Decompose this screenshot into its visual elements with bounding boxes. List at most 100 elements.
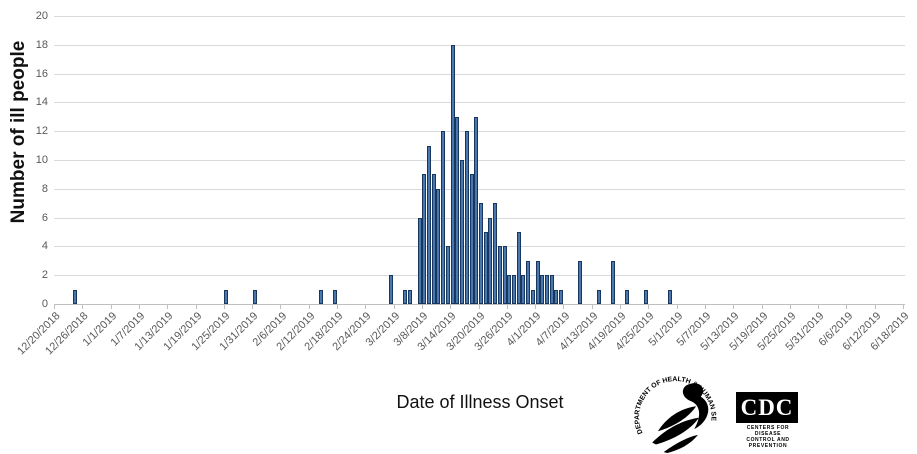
bar <box>488 217 493 304</box>
x-axis-tick <box>789 305 791 309</box>
bar <box>644 289 648 304</box>
bar <box>540 275 545 304</box>
y-tick-label: 14 <box>35 96 48 109</box>
gridline <box>54 102 905 104</box>
bar <box>578 260 582 304</box>
bar <box>493 203 498 304</box>
y-tick-label: 20 <box>35 10 48 22</box>
gridline <box>54 44 905 46</box>
bar <box>73 289 78 304</box>
x-axis-tick <box>365 305 367 309</box>
bar <box>332 289 337 304</box>
x-axis-tick <box>308 305 310 309</box>
bar <box>497 246 502 304</box>
x-axis-tick <box>82 305 84 309</box>
y-tick-label: 8 <box>41 182 48 195</box>
bar <box>436 188 441 304</box>
gridline <box>54 131 905 133</box>
bar <box>521 275 526 304</box>
bar <box>469 174 474 304</box>
x-axis-tick <box>535 305 537 309</box>
y-tick-label: 18 <box>35 38 48 51</box>
bar <box>417 217 422 304</box>
bar <box>483 232 488 304</box>
bar <box>224 289 229 304</box>
x-axis-tick <box>54 305 55 309</box>
bar <box>464 131 469 304</box>
bar <box>450 44 455 304</box>
bar <box>408 289 413 304</box>
x-axis-tick <box>563 305 565 309</box>
y-tick-label: 16 <box>35 67 48 80</box>
cdc-logo-name-line1: CENTERS FOR DISEASE <box>746 425 790 437</box>
bar <box>252 289 257 304</box>
bar <box>474 116 479 304</box>
x-axis-tick <box>676 305 678 309</box>
x-axis-tick <box>450 305 452 309</box>
y-tick-label: 12 <box>35 125 48 138</box>
x-axis-title: Date of Illness Onset <box>396 392 564 412</box>
y-tick-label: 2 <box>41 269 48 282</box>
x-axis-tick <box>337 305 338 309</box>
bar <box>559 289 564 304</box>
cdc-logo-name-line2: CONTROL AND PREVENTION <box>746 437 790 449</box>
gridline <box>54 16 905 17</box>
bar <box>526 260 531 304</box>
bar <box>478 203 483 304</box>
y-tick-label: 10 <box>35 154 48 166</box>
y-tick-label: 0 <box>41 298 48 310</box>
y-tick-label: 4 <box>41 240 48 253</box>
x-axis-tick <box>846 305 848 309</box>
bar <box>427 145 431 304</box>
bar <box>667 289 672 304</box>
x-axis-tick <box>733 305 735 309</box>
y-axis-title: Number of ill people <box>8 40 29 224</box>
x-axis-tick <box>223 305 225 309</box>
x-axis-tick <box>393 305 395 309</box>
gridline <box>54 188 905 190</box>
bar <box>460 160 464 304</box>
cdc-logo: CDC CENTERS FOR DISEASE CONTROL AND PREV… <box>736 392 800 449</box>
x-axis-tick <box>138 305 140 309</box>
bar <box>445 246 450 304</box>
x-axis-tick <box>280 305 282 309</box>
x-axis-tick <box>818 305 820 309</box>
bar <box>596 289 601 304</box>
bar <box>502 246 507 304</box>
bar <box>554 289 559 304</box>
bar <box>511 275 516 304</box>
x-axis-tick <box>195 305 197 309</box>
x-axis-tick <box>591 305 593 309</box>
bar <box>455 116 460 304</box>
bar <box>516 232 521 304</box>
x-axis-line <box>54 304 905 305</box>
bar <box>318 289 323 304</box>
x-axis-tick <box>903 305 904 309</box>
x-axis-tick <box>506 305 508 309</box>
x-axis-tick <box>648 305 650 309</box>
gridline <box>54 73 905 75</box>
x-axis-tick <box>110 305 112 309</box>
x-axis-tick <box>704 305 706 309</box>
bar <box>544 275 549 304</box>
x-axis-tick <box>478 305 480 309</box>
bar <box>389 275 394 304</box>
x-axis-tick <box>167 305 169 309</box>
bar <box>625 289 630 304</box>
bar <box>611 260 615 304</box>
bar <box>530 289 535 304</box>
bar <box>549 275 554 304</box>
bar <box>422 174 427 304</box>
cdc-logo-acronym: CDC <box>736 392 798 423</box>
gridline <box>54 160 905 161</box>
bar <box>441 131 446 304</box>
y-tick-label: 6 <box>41 211 48 224</box>
bar <box>431 174 436 304</box>
x-axis-tick <box>620 305 621 309</box>
bar <box>535 260 540 304</box>
x-axis-tick <box>421 305 423 309</box>
bar <box>403 289 408 304</box>
